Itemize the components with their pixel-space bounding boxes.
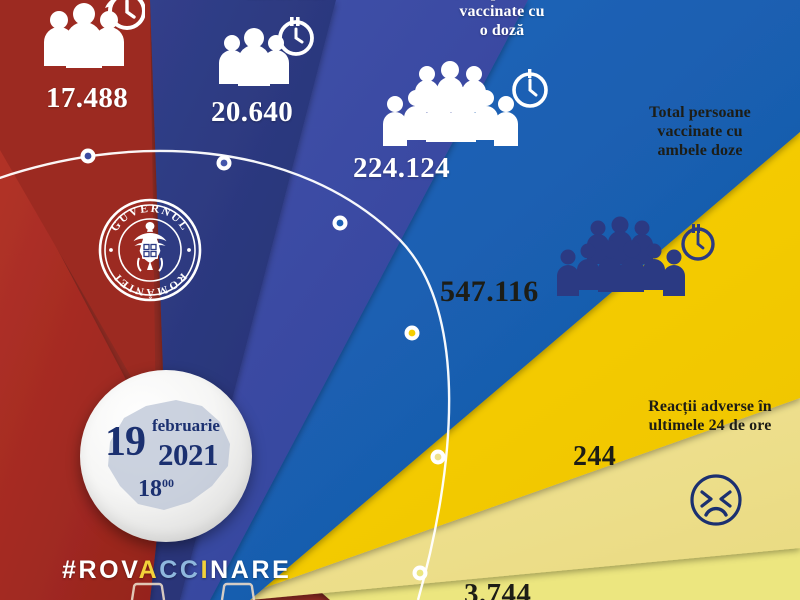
date-badge: 19 februarie 2021 1800 <box>80 370 252 542</box>
title-line: o doză <box>479 21 525 39</box>
date-day: 19 <box>105 419 146 465</box>
panel-value-1: 20.640 <box>211 96 294 128</box>
panel-title-1: ambele doze <box>206 0 366 4</box>
date-text-group: 19 februarie 2021 1800 <box>80 370 252 542</box>
eagle-crest-icon <box>133 222 167 263</box>
hashtag-seg: #ROV <box>62 556 139 584</box>
people-crowd-clock-icon <box>383 61 548 146</box>
title-line: ultimele 24 de ore <box>648 416 772 434</box>
date-year: 2021 <box>158 437 219 472</box>
hashtag-seg: A <box>138 556 160 584</box>
title-line: Reacții adverse în <box>648 398 772 415</box>
title-line: ambele doze <box>657 141 743 159</box>
date-hour: 1800 <box>138 476 174 502</box>
title-line: Total persoane <box>412 0 592 3</box>
panel-value-4: 244 <box>573 441 617 472</box>
panel-title-3: Total persoane vaccinate cu ambele doze <box>600 104 800 161</box>
panel-value-2: 224.124 <box>353 152 451 184</box>
title-line: vaccinate cu <box>657 122 743 140</box>
panel-title-4: Reacții adverse în ultimele 24 de ore <box>612 398 800 436</box>
people-group-clock-icon <box>219 17 314 86</box>
romania-map-silhouette <box>108 400 230 510</box>
title-line: vaccinate cu <box>459 2 545 20</box>
panel-value-5: 3.744 <box>464 578 532 600</box>
seal-bottom-text: ROMÂNIEI <box>111 271 189 299</box>
rounded-square-outline-icon <box>220 582 256 600</box>
panel-title-2: Total persoane vaccinate cu o doză <box>412 0 592 41</box>
hashtag-seg: NARE <box>210 556 292 584</box>
hashtag-rovaccinare: #ROVACCINARE <box>62 556 291 585</box>
date-month: februarie <box>152 416 220 435</box>
hashtag-seg: I <box>200 556 211 584</box>
hashtag-seg: CC <box>159 556 201 584</box>
sad-face-icon <box>690 474 742 526</box>
panel-value-0: 17.488 <box>46 82 129 114</box>
people-crowd-clock-icon <box>557 216 715 296</box>
title-line: Total persoane <box>649 104 751 121</box>
people-group-clock-icon <box>44 0 145 68</box>
rounded-square-outline-icon <box>130 582 166 600</box>
panel-value-3: 547.116 <box>440 275 539 308</box>
guvernul-romaniei-seal: GUVERNUL ROMÂNIEI <box>98 198 202 302</box>
